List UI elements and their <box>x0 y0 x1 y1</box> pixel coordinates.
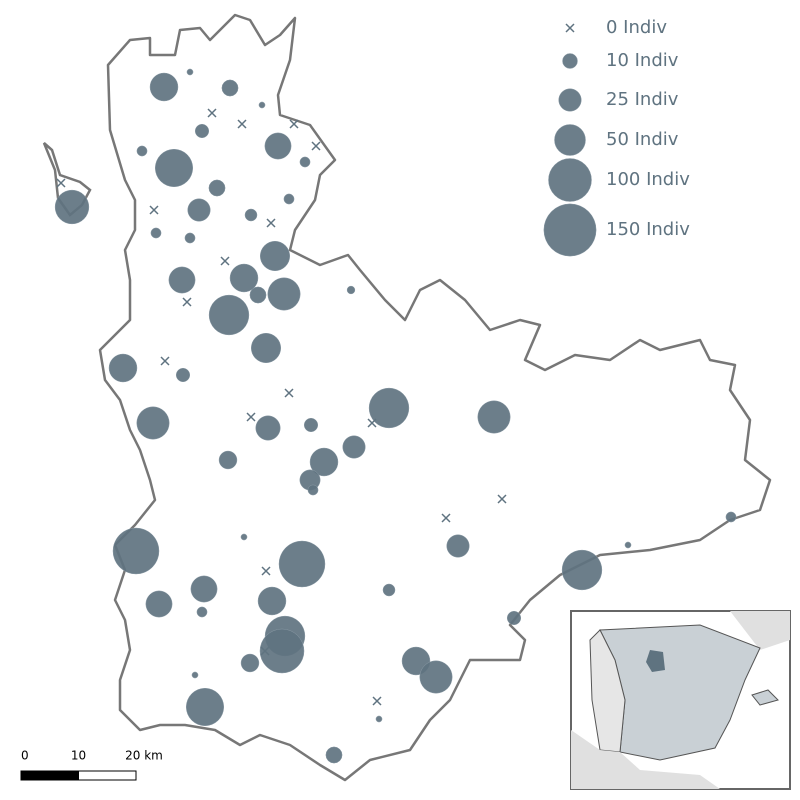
proportional-circle <box>112 527 160 575</box>
proportional-circle <box>191 671 199 679</box>
zero-marker <box>149 205 159 215</box>
scale-bar: 0 10 20 km <box>20 749 163 781</box>
proportional-circle <box>136 145 148 157</box>
proportional-circle <box>250 332 282 364</box>
proportional-circle <box>325 746 343 764</box>
zero-marker <box>182 297 192 307</box>
symbols <box>54 68 737 764</box>
proportional-circle <box>244 208 258 222</box>
proportional-circle <box>561 549 603 591</box>
zero-marker <box>311 141 321 151</box>
proportional-circle <box>255 415 281 441</box>
proportional-circle <box>558 88 582 112</box>
proportional-circle <box>249 286 267 304</box>
zero-marker <box>284 388 294 398</box>
zero-marker <box>260 646 270 656</box>
proportional-circle <box>187 198 211 222</box>
proportional-circle <box>185 687 225 727</box>
legend-label: 50 Indiv <box>606 129 679 150</box>
scale-label: 10 <box>71 749 86 763</box>
proportional-circle <box>186 68 194 76</box>
proportional-circle <box>149 72 179 102</box>
proportional-circle <box>257 586 287 616</box>
zero-marker <box>367 418 377 428</box>
proportional-circle <box>190 575 218 603</box>
zero-marker <box>372 696 382 706</box>
proportional-circle <box>150 227 162 239</box>
legend-label: 10 Indiv <box>606 50 679 71</box>
proportional-circle <box>175 367 191 383</box>
legend-label: 150 Indiv <box>606 219 690 240</box>
proportional-circle <box>154 148 194 188</box>
proportional-circle <box>240 653 260 673</box>
proportional-circle <box>382 583 396 597</box>
proportional-circle <box>194 123 210 139</box>
proportional-circle <box>309 447 339 477</box>
proportional-circle <box>264 132 292 160</box>
legend-label: 100 Indiv <box>606 169 690 190</box>
proportional-circle <box>346 285 356 295</box>
proportional-circle <box>342 435 366 459</box>
proportional-circle <box>562 53 578 69</box>
zero-marker <box>266 218 276 228</box>
proportional-circle <box>543 203 597 257</box>
proportional-circle <box>145 590 173 618</box>
proportional-circle <box>303 417 319 433</box>
scale-label: 0 <box>21 749 29 763</box>
proportional-circle <box>258 101 266 109</box>
proportional-circle <box>548 158 592 202</box>
proportional-circle <box>221 79 239 97</box>
proportional-circle <box>196 606 208 618</box>
scale-segment <box>78 770 137 781</box>
proportional-circle <box>54 189 90 225</box>
proportional-circle <box>554 124 586 156</box>
proportional-circle <box>419 660 453 694</box>
zero-marker <box>207 108 217 118</box>
proportional-circle <box>299 156 311 168</box>
proportional-circle <box>240 533 248 541</box>
zero-marker <box>441 513 451 523</box>
proportional-circle <box>208 294 250 336</box>
proportional-circle <box>368 387 410 429</box>
zero-marker <box>261 566 271 576</box>
proportional-circle <box>259 628 305 674</box>
zero-marker <box>246 412 256 422</box>
proportional-circle <box>725 511 737 523</box>
proportional-circle <box>229 263 259 293</box>
zero-marker <box>565 23 575 33</box>
scale-segment <box>20 770 79 781</box>
proportional-circle <box>278 540 326 588</box>
proportional-circle <box>259 240 291 272</box>
proportional-circle <box>375 715 383 723</box>
proportional-circle <box>184 232 196 244</box>
zero-marker <box>220 256 230 266</box>
zero-marker <box>237 119 247 129</box>
proportional-circle <box>307 484 319 496</box>
zero-marker <box>160 356 170 366</box>
legend-label: 25 Indiv <box>606 89 679 110</box>
proportional-circle <box>283 193 295 205</box>
proportional-circle <box>624 541 632 549</box>
proportional-circle <box>506 610 522 626</box>
legend-label: 0 Indiv <box>606 17 667 38</box>
zero-marker <box>497 494 507 504</box>
scale-label: 20 km <box>125 749 163 763</box>
legend: 0 Indiv 10 Indiv 25 Indiv 50 Indiv 100 Indiv… <box>543 17 690 257</box>
proportional-circle <box>136 406 170 440</box>
inset-map <box>570 610 791 790</box>
proportional-circle <box>108 353 138 383</box>
zero-marker <box>289 119 299 129</box>
proportional-circle <box>168 266 196 294</box>
proportional-circle <box>446 534 470 558</box>
proportional-circle <box>267 277 301 311</box>
proportional-circle <box>477 400 511 434</box>
proportional-circle <box>218 450 238 470</box>
zero-marker <box>56 178 66 188</box>
proportional-circle <box>208 179 226 197</box>
